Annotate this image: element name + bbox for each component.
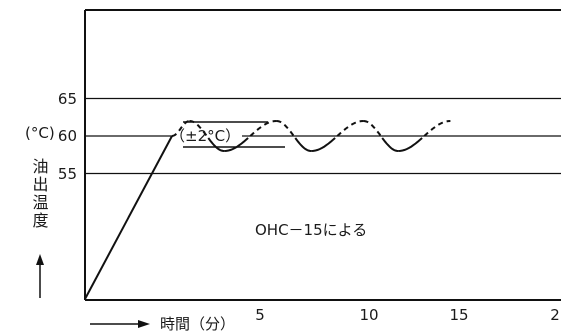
peak-segment-7 [423,120,451,137]
y-tick-65: 65 [58,90,77,108]
peak-segment-3 [249,120,277,137]
peak-segment-6 [363,120,382,137]
x-tick-20: 2 [550,306,560,324]
x-tick-10: 10 [359,306,378,324]
peak-segment-4 [276,120,295,137]
tolerance-label: （±2°C） [170,127,240,145]
y-unit-label: (°C) [25,124,55,142]
peak-segment-1 [171,120,190,137]
peak-segment-2 [189,120,208,137]
trough-segment-3 [224,137,249,152]
trough-segment-7 [398,137,423,152]
x-axis-arrow [90,320,150,328]
trough-segment-4 [294,137,312,152]
ramp-segment [84,135,173,300]
y-tick-60: 60 [58,127,77,145]
y-axis-arrow [36,254,44,298]
x-tick-15: 15 [449,306,468,324]
trough-segment-6 [381,137,399,152]
trough-segment-5 [311,137,336,152]
y-axis-label: 油出温度 [30,158,49,230]
y-tick-55: 55 [58,165,77,183]
trough-segment-2 [207,137,225,152]
x-tick-5: 5 [255,306,265,324]
annotation-text: OHC－15による [255,221,367,239]
peak-segment-5 [336,120,364,137]
x-axis-label: 時間（分） [160,315,235,332]
